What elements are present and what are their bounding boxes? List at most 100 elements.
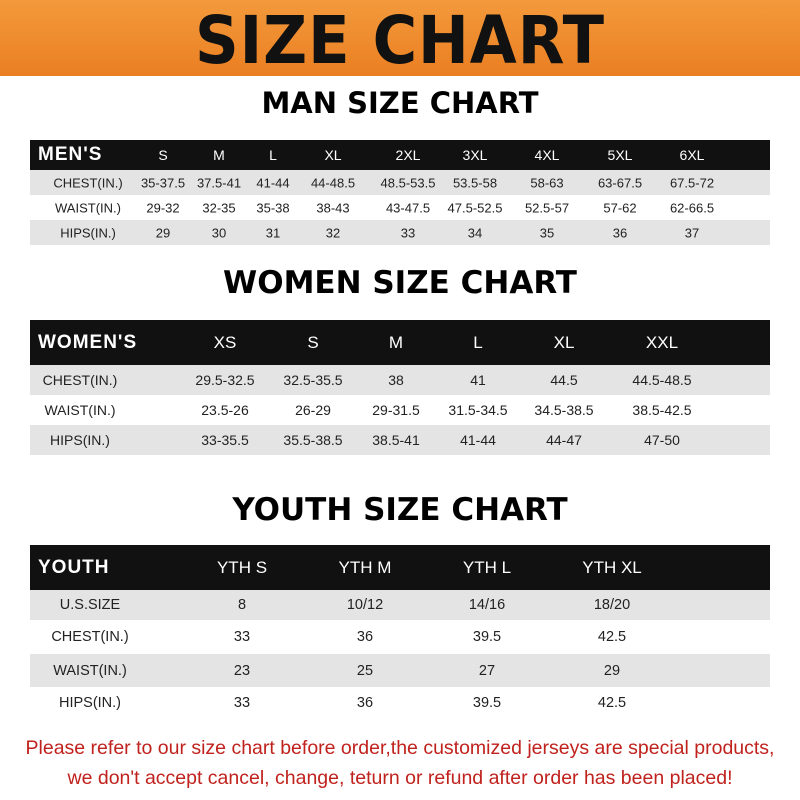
table-cell: 23.5-26 xyxy=(201,402,249,418)
table-cell: 34.5-38.5 xyxy=(534,402,594,418)
table-cell: 47.5-52.5 xyxy=(447,200,503,215)
table-row: CHEST(IN.) 29.5-32.5 32.5-35.5 38 41 44.5 44.5… xyxy=(30,365,770,395)
table-cell: 38.5-42.5 xyxy=(632,402,692,418)
table-cell: 44.5-48.5 xyxy=(632,372,692,388)
measurement-label: HIPS(IN.) xyxy=(58,695,122,711)
notice-line-2: we don't accept cancel, change, teturn o… xyxy=(67,767,733,789)
table-cell: 63-67.5 xyxy=(597,175,643,190)
table-cell: 25 xyxy=(356,662,374,679)
men-section-title: MAN SIZE CHART xyxy=(261,86,539,120)
table-cell: 29 xyxy=(603,662,621,679)
table-cell: 67.5-72 xyxy=(669,175,715,190)
table-row: CHEST(IN.) 33 36 39.5 42.5 xyxy=(30,620,770,654)
table-cell: 35-38 xyxy=(256,200,290,215)
table-row: HIPS(IN.) 33-35.5 35.5-38.5 38.5-41 41-44 44-… xyxy=(30,425,770,455)
measurement-label: CHEST(IN.) xyxy=(53,175,123,190)
table-cell: 47-50 xyxy=(644,432,680,448)
table-cell: 41-44 xyxy=(256,175,290,190)
table-cell: 35-37.5 xyxy=(140,175,186,190)
table-cell: 36 xyxy=(356,695,374,711)
table-cell: 42.5 xyxy=(597,695,627,711)
size-header-cell: YTH S xyxy=(216,557,268,577)
table-cell: 27 xyxy=(478,662,496,679)
table-cell: 44.5 xyxy=(550,372,578,388)
youth-section-title: YOUTH SIZE CHART xyxy=(232,492,568,528)
measurement-label: CHEST(IN.) xyxy=(42,372,118,388)
table-cell: 38-43 xyxy=(316,200,350,215)
size-header-cell: S xyxy=(158,147,168,163)
measurement-label: HIPS(IN.) xyxy=(60,225,116,240)
table-cell: 32.5-35.5 xyxy=(283,372,343,388)
measurement-label: WAIST(IN.) xyxy=(53,662,127,679)
table-cell: 39.5 xyxy=(472,695,502,711)
table-cell: 35 xyxy=(539,225,555,240)
size-header-cell: XXL xyxy=(645,332,679,352)
table-cell: 58-63 xyxy=(530,175,564,190)
size-header-cell: XS xyxy=(213,332,237,352)
notice-line-1: Please refer to our size chart before or… xyxy=(25,737,775,759)
size-header-cell: XL xyxy=(324,147,342,163)
table-cell: 33 xyxy=(233,695,251,711)
women-header-row: WOMEN'S XS S M L XL XXL xyxy=(30,320,770,365)
notice-text: Please refer to our size chart before or… xyxy=(0,733,800,793)
table-cell: 48.5-53.5 xyxy=(380,175,436,190)
table-label: YOUTH xyxy=(38,556,110,578)
measurement-label: WAIST(IN.) xyxy=(44,402,116,418)
table-cell: 44-47 xyxy=(546,432,582,448)
size-header-cell: XL xyxy=(553,332,575,352)
table-row: HIPS(IN.) 29 30 31 32 33 34 35 36 37 xyxy=(30,220,770,245)
size-header-cell: L xyxy=(269,147,277,163)
measurement-label: WAIST(IN.) xyxy=(55,200,121,215)
measurement-label: CHEST(IN.) xyxy=(51,629,129,645)
size-header-cell: M xyxy=(388,332,404,352)
measurement-label: U.S.SIZE xyxy=(59,597,121,613)
table-cell: 36 xyxy=(356,629,374,645)
table-row: HIPS(IN.) 33 36 39.5 42.5 xyxy=(30,687,770,719)
table-cell: 62-66.5 xyxy=(669,200,715,215)
size-header-cell: 3XL xyxy=(462,147,488,163)
table-cell: 8 xyxy=(237,597,247,613)
table-cell: 38 xyxy=(388,372,404,388)
table-cell: 33 xyxy=(233,629,251,645)
table-cell: 31.5-34.5 xyxy=(448,402,508,418)
table-cell: 35.5-38.5 xyxy=(283,432,343,448)
table-row: WAIST(IN.) 29-32 32-35 35-38 38-43 43-47.5 47.… xyxy=(30,195,770,220)
banner-title: SIZE CHART xyxy=(194,2,605,79)
table-cell: 53.5-58 xyxy=(452,175,498,190)
table-cell: 42.5 xyxy=(597,629,627,645)
table-cell: 32 xyxy=(325,225,341,240)
table-cell: 41-44 xyxy=(460,432,496,448)
table-cell: 29-31.5 xyxy=(372,402,420,418)
size-header-cell: YTH L xyxy=(462,557,512,577)
size-header-cell: S xyxy=(307,332,319,352)
size-header-cell: YTH M xyxy=(338,557,392,577)
table-row: CHEST(IN.) 35-37.5 37.5-41 41-44 44-48.5 48.5… xyxy=(30,170,770,195)
table-cell: 34 xyxy=(467,225,483,240)
table-cell: 43-47.5 xyxy=(385,200,431,215)
table-cell: 29.5-32.5 xyxy=(195,372,255,388)
table-cell: 29 xyxy=(155,225,171,240)
table-cell: 18/20 xyxy=(593,597,631,613)
measurement-label: HIPS(IN.) xyxy=(50,432,110,448)
table-cell: 36 xyxy=(612,225,628,240)
size-header-cell: L xyxy=(473,332,483,352)
size-header-cell: 5XL xyxy=(607,147,633,163)
table-cell: 30 xyxy=(211,225,227,240)
table-row: WAIST(IN.) 23 25 27 29 xyxy=(30,654,770,687)
table-row: WAIST(IN.) 23.5-26 26-29 29-31.5 31.5-34.5 34… xyxy=(30,395,770,425)
youth-header-row: YOUTH YTH S YTH M YTH L YTH XL xyxy=(30,545,770,590)
table-cell: 26-29 xyxy=(295,402,331,418)
table-cell: 57-62 xyxy=(603,200,637,215)
table-cell: 29-32 xyxy=(146,200,180,215)
table-cell: 14/16 xyxy=(468,597,506,613)
table-cell: 33 xyxy=(400,225,416,240)
men-header-row: MEN'S S M L XL 2XL 3XL 4XL 5XL 6XL xyxy=(30,140,770,170)
size-header-cell: 4XL xyxy=(534,147,560,163)
banner: SIZE CHART xyxy=(0,0,800,79)
table-cell: 37.5-41 xyxy=(196,175,242,190)
table-cell: 44-48.5 xyxy=(310,175,356,190)
size-header-cell: M xyxy=(213,147,225,163)
table-cell: 10/12 xyxy=(346,597,384,613)
table-label: MEN'S xyxy=(38,144,103,165)
table-cell: 37 xyxy=(684,225,700,240)
